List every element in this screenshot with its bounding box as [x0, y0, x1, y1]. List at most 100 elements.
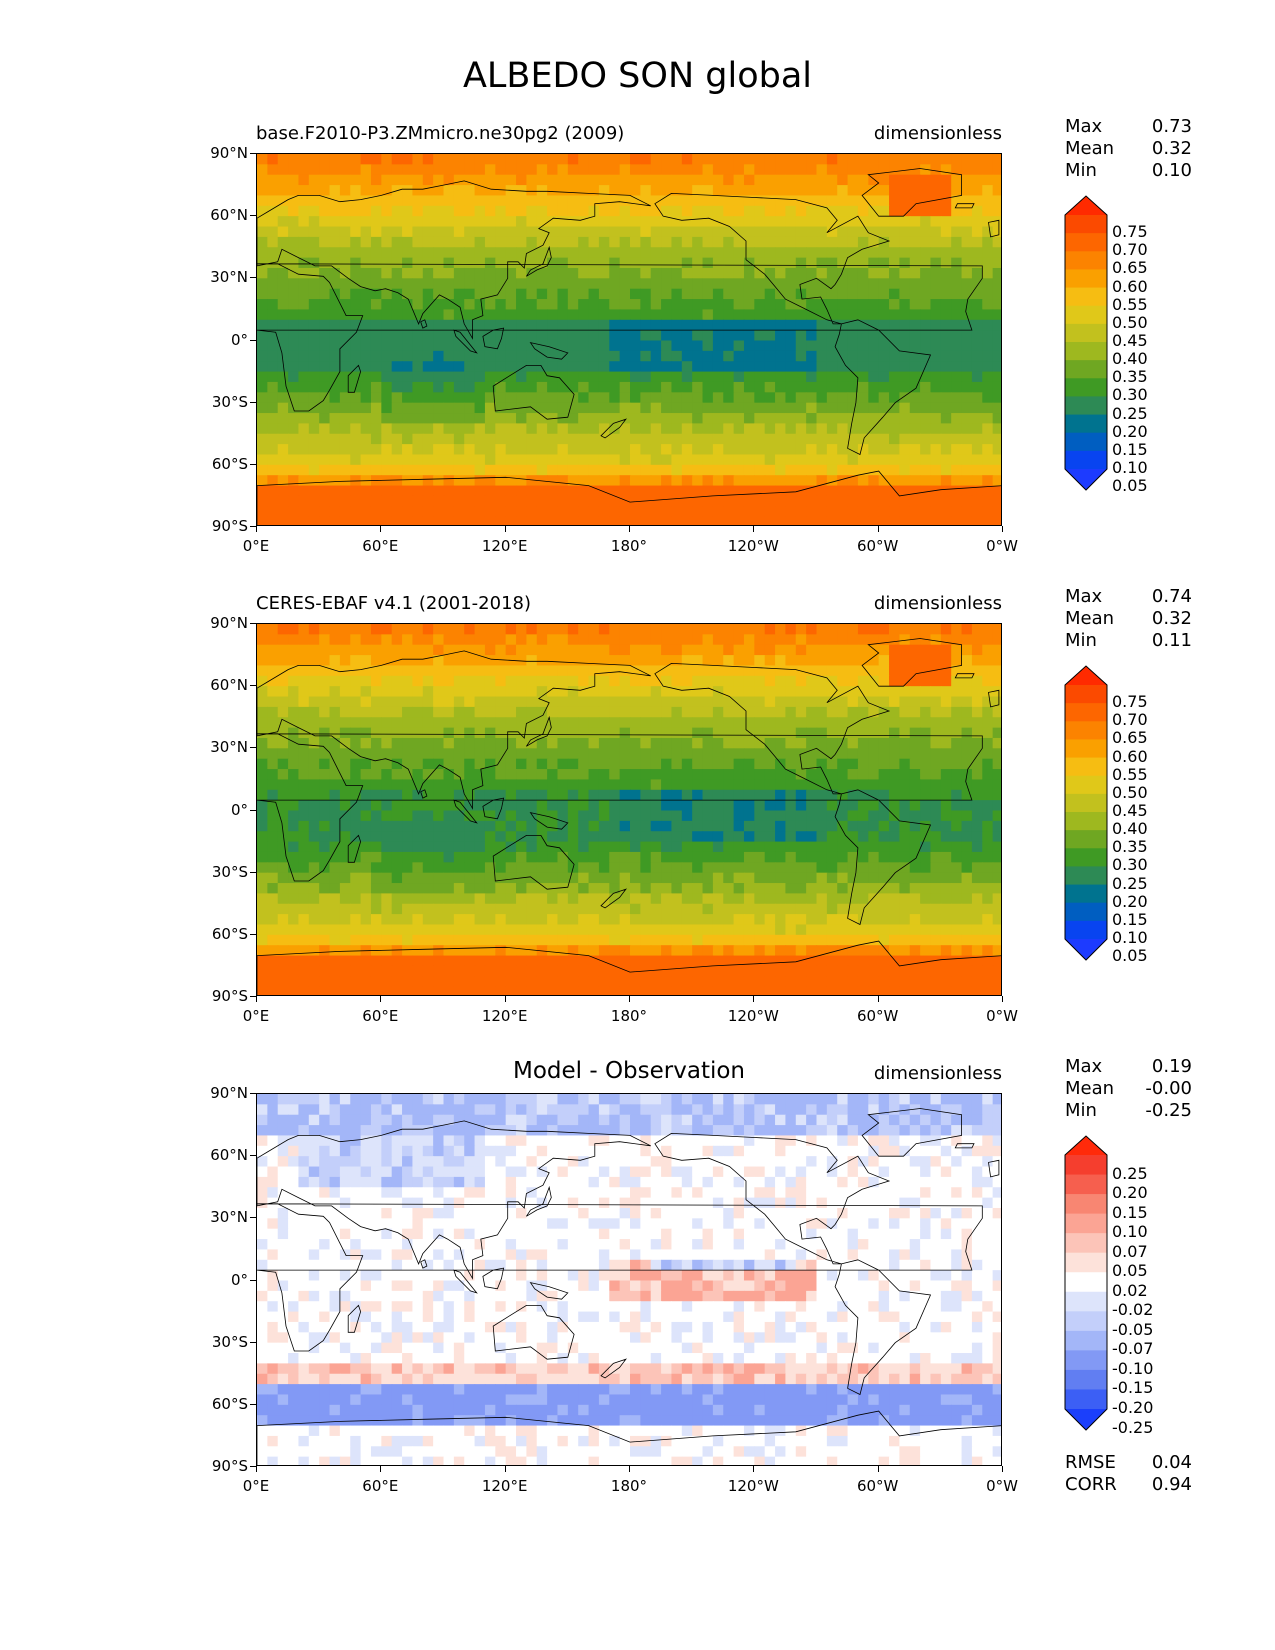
colorbar-label: 0.50 — [1112, 782, 1148, 802]
colorbar-label: 0.50 — [1112, 312, 1148, 332]
colorbar-label: 0.30 — [1112, 385, 1148, 405]
map-model[interactable] — [256, 153, 1002, 526]
colorbar-label: 0.25 — [1112, 873, 1148, 893]
lat-tick — [250, 463, 256, 465]
colorbar-swatch — [1065, 1330, 1107, 1351]
lat-label: 30°N — [210, 268, 248, 287]
lat-label: 90°N — [210, 1084, 248, 1102]
colorbar-label: 0.65 — [1112, 258, 1148, 278]
coastlines — [257, 1108, 1001, 1465]
lon-label: 180° — [610, 1007, 648, 1025]
lat-tick — [250, 1466, 256, 1467]
colorbar-swatch — [1065, 1369, 1107, 1390]
lat-label: 30°S — [211, 392, 248, 411]
map-obs[interactable] — [256, 623, 1002, 996]
colorbar-label: -0.25 — [1112, 1417, 1154, 1437]
stat-name: Max — [1065, 586, 1103, 607]
colorbar-label: 0.25 — [1112, 403, 1148, 423]
lat-label: 30°N — [210, 738, 248, 757]
lon-label: 120°E — [481, 1477, 528, 1495]
stat-value: 0.11 — [1151, 630, 1192, 651]
colorbar-label: 0.35 — [1112, 367, 1148, 387]
lat-tick — [250, 747, 256, 749]
units-label: dimensionless — [873, 593, 1002, 614]
colorbar-label: 0.02 — [1112, 1280, 1148, 1300]
colorbar-label: 0.15 — [1112, 439, 1148, 459]
colorbar-label: -0.05 — [1112, 1319, 1154, 1339]
panel-title: Model - Observation — [512, 1058, 746, 1084]
colorbar-swatch — [1065, 1155, 1107, 1176]
colorbar-swatch — [1065, 414, 1107, 434]
lon-label: 0°W — [986, 1007, 1018, 1025]
colorbar-extend-min — [1065, 469, 1107, 490]
lon-label: 60°W — [856, 537, 899, 555]
stat-name: Min — [1065, 160, 1097, 181]
coastlines — [257, 638, 1001, 995]
lon-label: 0°W — [986, 537, 1018, 555]
colorbar-label: 0.05 — [1112, 946, 1148, 966]
colorbar-swatch — [1065, 215, 1107, 234]
lon-label: 120°W — [727, 1007, 779, 1025]
stat-value: 0.19 — [1151, 1056, 1192, 1077]
colorbar-swatch — [1065, 1213, 1107, 1234]
lon-tick — [753, 996, 755, 1002]
colorbar-label: -0.07 — [1112, 1339, 1154, 1359]
lat-tick — [250, 526, 256, 527]
lon-tick — [380, 996, 382, 1002]
lat-label: 60°N — [210, 676, 248, 695]
colorbar-label: 0.70 — [1112, 710, 1148, 730]
colorbar-swatch — [1065, 342, 1107, 361]
lon-label: 180° — [610, 1477, 648, 1495]
colorbar-swatch — [1065, 360, 1107, 379]
colorbar-swatch — [1065, 450, 1107, 470]
colorbar-swatch — [1065, 1350, 1107, 1371]
coastlines — [257, 168, 1001, 525]
colorbar-swatch — [1065, 920, 1107, 940]
map-field — [257, 1094, 1001, 1465]
lon-tick — [1002, 1466, 1003, 1472]
colorbar-label: -0.02 — [1112, 1300, 1154, 1320]
lon-tick — [629, 1466, 630, 1472]
colorbar-label: 0.30 — [1112, 855, 1148, 875]
lat-tick — [250, 1155, 256, 1157]
colorbar-swatch — [1065, 739, 1107, 759]
colorbar-label: 0.65 — [1112, 728, 1148, 748]
colorbar-swatch — [1065, 866, 1107, 886]
lat-tick — [250, 215, 256, 217]
colorbar-swatch — [1065, 378, 1107, 397]
lat-label: 60°S — [211, 924, 248, 943]
colorbar-label: 0.70 — [1112, 240, 1148, 260]
colorbar-label: 0.45 — [1112, 331, 1148, 350]
lat-label: 60°S — [211, 454, 248, 473]
colorbar-extend-max — [1065, 1136, 1107, 1155]
lat-label: 30°N — [210, 1208, 248, 1227]
colorbar-label: 0.60 — [1112, 746, 1148, 766]
map-field — [257, 154, 1001, 525]
lat-tick — [250, 401, 256, 403]
lat-label: 0° — [230, 800, 248, 819]
colorbar — [1064, 665, 1108, 961]
map-diff[interactable] — [256, 1093, 1002, 1466]
lat-tick — [250, 1279, 256, 1281]
colorbar-swatch — [1065, 1311, 1107, 1332]
lat-label: 60°N — [210, 1146, 248, 1165]
stat-name: Mean — [1065, 1078, 1115, 1099]
colorbar — [1064, 1135, 1108, 1431]
colorbar-label: 0.75 — [1112, 692, 1148, 712]
lat-label: 0° — [230, 330, 248, 349]
stat-value: 0.32 — [1151, 138, 1192, 159]
lat-tick — [250, 871, 256, 873]
lat-tick — [250, 685, 256, 687]
panel-title: base.F2010-P3.ZMmicro.ne30pg2 (2009) — [256, 123, 625, 144]
stat-value: 0.10 — [1151, 160, 1192, 181]
lat-label: 0° — [230, 1270, 248, 1289]
lon-tick — [256, 1466, 257, 1472]
lon-tick — [629, 526, 630, 532]
lat-label: 60°N — [210, 206, 248, 225]
stat-value: -0.25 — [1145, 1100, 1192, 1121]
lat-label: 90°N — [210, 144, 248, 162]
colorbar-swatch — [1065, 793, 1107, 813]
lon-tick — [256, 526, 257, 532]
colorbar-swatch — [1065, 1291, 1107, 1312]
lon-tick — [877, 526, 879, 532]
